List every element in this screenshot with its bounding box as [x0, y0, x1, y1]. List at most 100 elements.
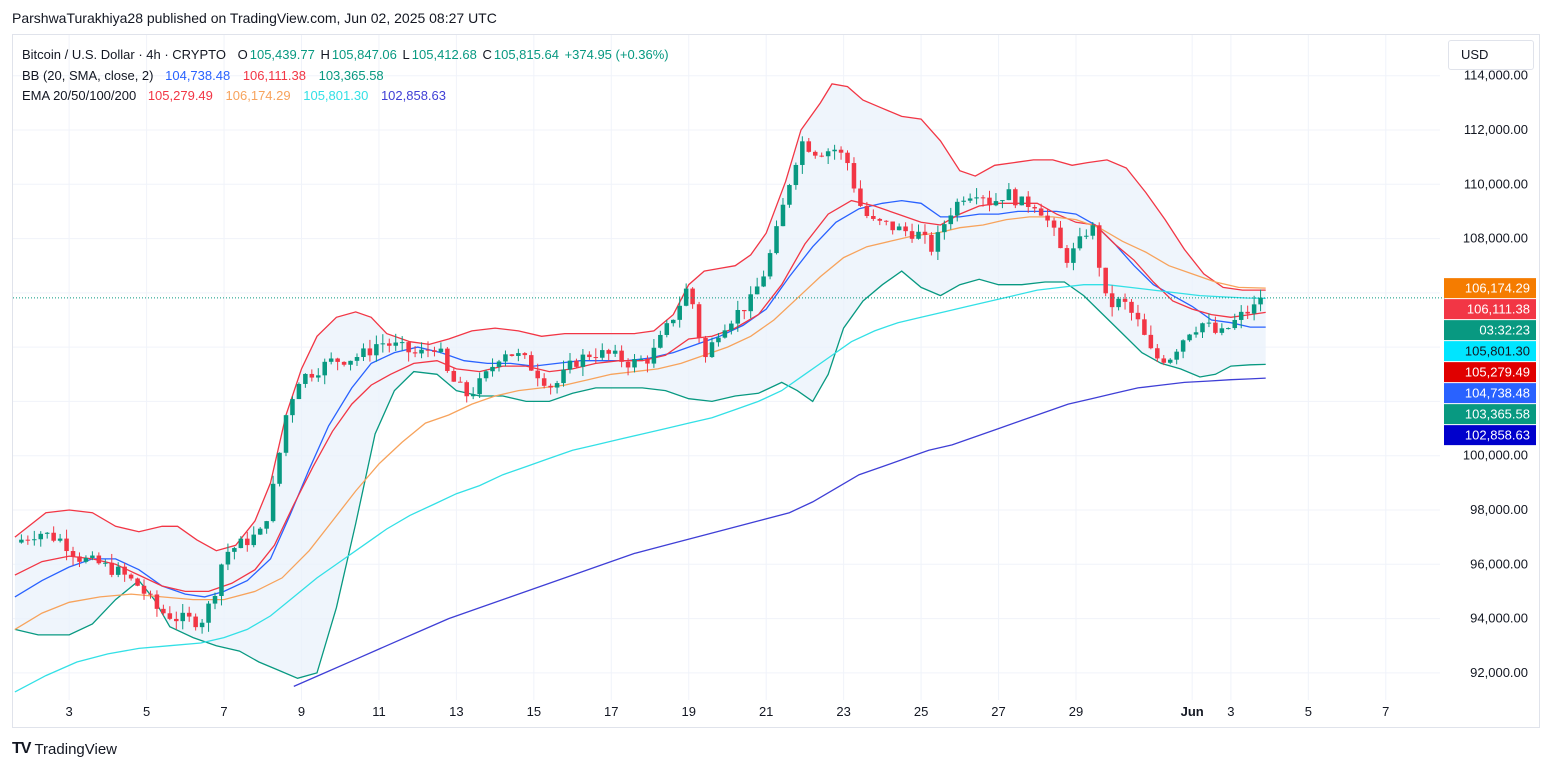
- candle-body: [206, 603, 211, 623]
- x-tick-label: 13: [449, 704, 463, 719]
- x-tick-label: 3: [1227, 704, 1234, 719]
- tradingview-footer: TV TradingView: [12, 740, 117, 758]
- candle-body: [599, 350, 605, 358]
- candle-body: [328, 358, 334, 362]
- candle-body: [77, 556, 82, 562]
- currency-button[interactable]: USD: [1448, 40, 1534, 70]
- candle-body: [341, 361, 347, 365]
- candle-body: [741, 309, 747, 312]
- candle-body: [238, 538, 244, 549]
- candle-body: [212, 596, 218, 604]
- y-tick-label: 100,000.00: [1463, 448, 1528, 463]
- ema200-value: 102,858.63: [380, 88, 447, 103]
- candle-body: [787, 185, 792, 205]
- x-tick-label: 17: [604, 704, 618, 719]
- candle-body: [535, 370, 540, 379]
- y-tick-label: 112,000.00: [1464, 122, 1528, 137]
- candle-body: [567, 360, 573, 370]
- candle-body: [44, 532, 50, 534]
- candle-body: [896, 226, 902, 231]
- bb-label[interactable]: BB (20, SMA, close, 2): [22, 67, 154, 83]
- candle-body: [819, 155, 824, 157]
- candle-body: [57, 538, 63, 541]
- candle-body: [1122, 298, 1128, 302]
- price-tag-label: 103,365.58: [1465, 407, 1530, 422]
- bb-upper-value: 106,111.38: [242, 67, 306, 83]
- candle-body: [25, 539, 31, 541]
- symbol-label[interactable]: Bitcoin / U.S. Dollar · 4h · CRYPTO: [22, 47, 226, 62]
- candle-body: [935, 232, 941, 252]
- candle-body: [664, 323, 670, 335]
- candle-body: [593, 357, 599, 359]
- candle-body: [658, 334, 663, 348]
- candle-body: [1077, 236, 1083, 249]
- candle-body: [1193, 332, 1199, 335]
- legend-ema-row: EMA 20/50/100/200 105,279.49 106,174.29 …: [22, 86, 671, 107]
- candle-body: [174, 618, 179, 622]
- candle-body: [1038, 208, 1044, 216]
- candle-body: [1148, 334, 1154, 349]
- candle-body: [103, 562, 108, 564]
- candle-body: [987, 197, 992, 206]
- low-label: L: [402, 47, 410, 62]
- candle-body: [509, 354, 515, 356]
- candle-body: [199, 622, 205, 628]
- candle-body: [445, 348, 450, 371]
- low-value: 105,412.68: [411, 47, 477, 62]
- candle-body: [1045, 215, 1050, 221]
- x-tick-label: 23: [836, 704, 850, 719]
- candle-body: [632, 359, 637, 368]
- candle-body: [406, 342, 411, 353]
- price-tag-label: 106,174.29: [1465, 281, 1530, 296]
- candle-body: [967, 198, 973, 201]
- ema-label[interactable]: EMA 20/50/100/200: [22, 88, 137, 103]
- candle-body: [167, 613, 173, 619]
- candle-body: [19, 539, 24, 543]
- candle-body: [806, 141, 812, 152]
- candle-body: [845, 152, 850, 164]
- candle-body: [1238, 311, 1244, 320]
- open-label: O: [237, 47, 248, 62]
- publisher-attribution: ParshwaTurakhiya28 published on TradingV…: [12, 10, 497, 26]
- close-value: 105,815.64: [493, 47, 559, 62]
- price-axis: 92,000.00 94,000.00 96,000.00 98,000.00 100,…: [1463, 68, 1528, 680]
- candle-body: [1000, 200, 1005, 202]
- candle-body: [851, 163, 857, 189]
- candle-body: [1129, 301, 1134, 313]
- candle-body: [96, 555, 102, 564]
- candle-body: [909, 231, 915, 239]
- candle-body: [322, 361, 327, 376]
- candle-body: [767, 253, 773, 277]
- ema-200-line: [293, 377, 1266, 687]
- candle-body: [1006, 189, 1012, 201]
- candle-body: [387, 343, 392, 346]
- candle-body: [432, 350, 437, 352]
- candle-body: [858, 188, 863, 206]
- bb-fill-area: [14, 83, 1266, 679]
- candle-body: [367, 348, 373, 356]
- candle-body: [922, 231, 928, 235]
- candle-body: [148, 593, 153, 595]
- candle-body: [516, 353, 521, 356]
- price-tag-label: 102,858.63: [1465, 428, 1530, 443]
- candle-body: [264, 521, 269, 529]
- candle-body: [438, 348, 444, 352]
- candle-body: [1200, 323, 1205, 333]
- candle-body: [703, 337, 708, 358]
- candle-body: [470, 394, 476, 397]
- candle-body: [1226, 328, 1231, 330]
- candle-body: [1019, 196, 1025, 206]
- candle-body: [490, 366, 495, 372]
- candle-body: [70, 551, 76, 557]
- candle-body: [354, 357, 360, 361]
- y-tick-label: 96,000.00: [1470, 556, 1528, 571]
- candle-body: [1013, 189, 1018, 206]
- candle-body: [296, 383, 302, 400]
- candle-body: [942, 224, 947, 233]
- candle-body: [309, 373, 315, 378]
- candle-body: [270, 483, 276, 522]
- candle-body: [186, 612, 192, 617]
- candle-body: [245, 538, 250, 546]
- candle-body: [180, 612, 186, 622]
